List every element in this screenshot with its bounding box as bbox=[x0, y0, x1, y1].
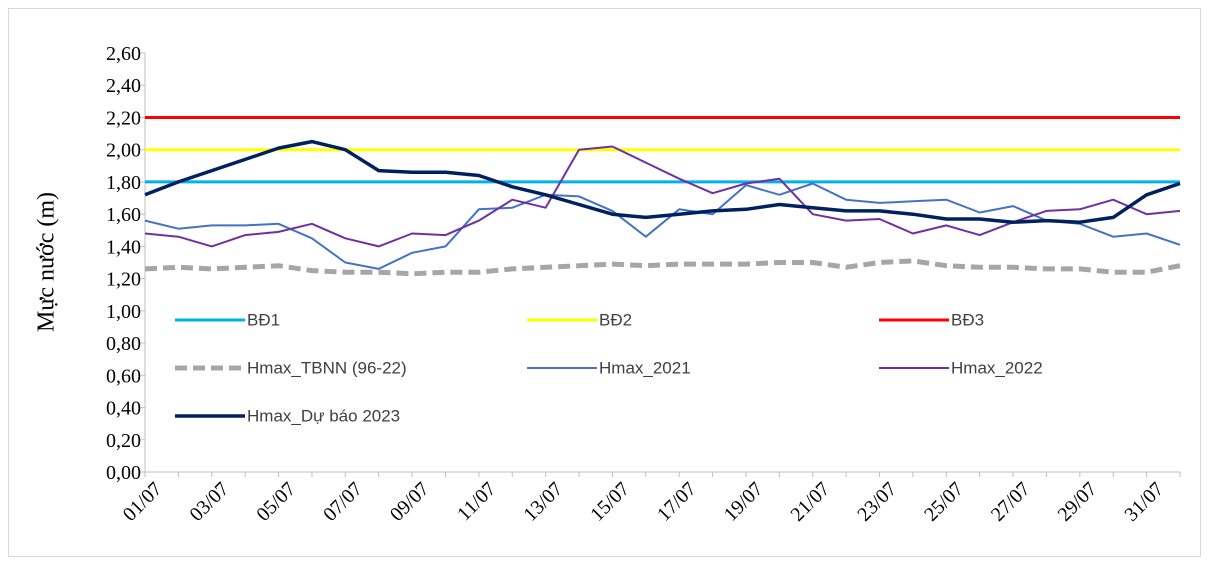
chart-border bbox=[8, 8, 1201, 557]
series-line bbox=[144, 258, 1181, 277]
y-tick-label: 1,80 bbox=[106, 172, 141, 194]
y-tick-label: 1,60 bbox=[106, 204, 141, 226]
series-line bbox=[144, 139, 1181, 224]
series-line bbox=[144, 145, 1181, 248]
y-tick-label: 0,00 bbox=[106, 462, 141, 484]
y-axis-label: Mực nước (m) bbox=[34, 192, 60, 332]
y-tick-label: 0,60 bbox=[106, 365, 141, 387]
y-tick-label: 2,40 bbox=[106, 75, 141, 97]
legend-label: BĐ2 bbox=[599, 310, 632, 329]
legend-label: Hmax_2022 bbox=[951, 358, 1043, 377]
y-tick-label: 1,20 bbox=[106, 269, 141, 291]
legend-label: BĐ1 bbox=[247, 310, 280, 329]
legend-label: Hmax_TBNN (96-22) bbox=[247, 358, 407, 377]
legend-label: Hmax_Dự báo 2023 bbox=[247, 406, 400, 425]
y-tick-label: 2,00 bbox=[106, 140, 141, 162]
y-tick-label: 2,60 bbox=[106, 43, 141, 65]
y-tick-label: 0,20 bbox=[106, 430, 141, 452]
y-tick-label: 2,20 bbox=[106, 107, 141, 129]
series-line bbox=[144, 182, 1181, 270]
legend-label: BĐ3 bbox=[951, 310, 984, 329]
y-tick-label: 0,80 bbox=[106, 333, 141, 355]
legend-label: Hmax_2021 bbox=[599, 358, 691, 377]
y-tick-label: 1,00 bbox=[106, 301, 141, 323]
y-tick-label: 0,40 bbox=[106, 398, 141, 420]
y-tick-label: 1,40 bbox=[106, 236, 141, 258]
